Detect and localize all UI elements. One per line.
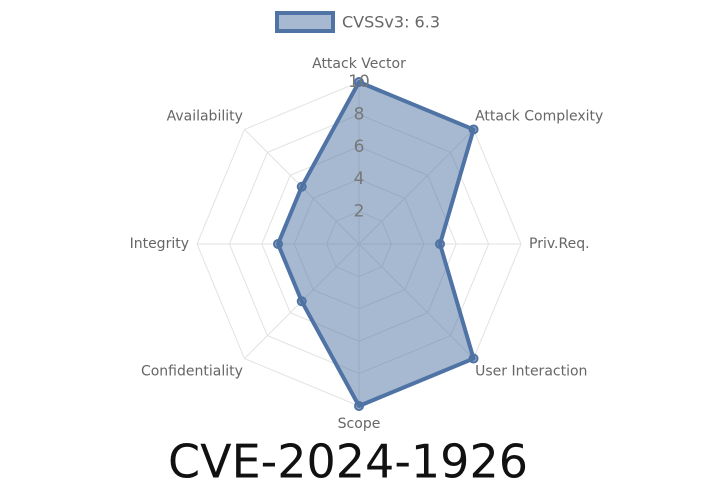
axis-label: Integrity	[130, 236, 189, 252]
data-point	[354, 401, 364, 411]
axis-label: Attack Vector	[312, 56, 406, 72]
legend-swatch	[275, 11, 335, 33]
r-tick-label: 10	[348, 72, 370, 92]
data-point	[468, 124, 479, 135]
data-point	[296, 181, 307, 192]
r-tick-label: 2	[354, 202, 365, 222]
chart-title: CVE-2024-1926	[168, 435, 528, 489]
r-tick-label: 8	[354, 104, 365, 124]
r-tick-label: 4	[354, 169, 365, 189]
axis-label: Priv.Req.	[529, 236, 590, 252]
data-point	[468, 353, 479, 364]
data-point	[435, 239, 445, 249]
axis-label: Availability	[167, 109, 243, 125]
r-tick-label: 6	[354, 137, 365, 157]
axis-label: Confidentiality	[141, 363, 243, 379]
data-point	[354, 77, 364, 87]
axis-label: Attack Complexity	[475, 109, 603, 125]
axis-label: Scope	[338, 416, 381, 432]
data-point	[296, 296, 307, 307]
legend-label: CVSSv3: 6.3	[342, 13, 440, 32]
data-point	[273, 239, 283, 249]
axis-label: User Interaction	[475, 363, 587, 379]
